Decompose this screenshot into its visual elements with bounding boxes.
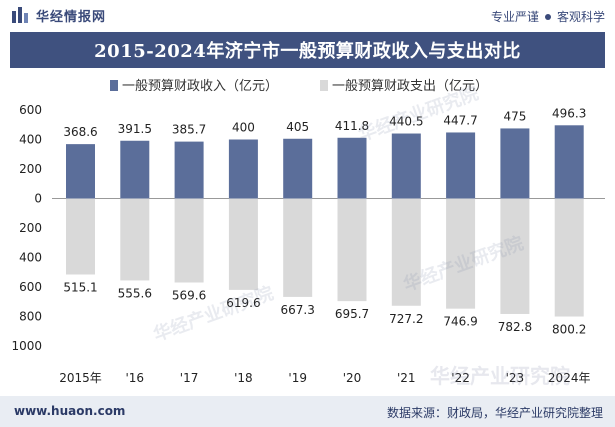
income-bar [174, 141, 204, 199]
expense-value-label: 555.6 [118, 286, 152, 300]
income-bar [554, 125, 584, 199]
income-bar [66, 144, 95, 199]
x-tick-label: '23 [506, 371, 525, 385]
legend-label-2: 一般预算财政支出（亿元） [332, 78, 488, 94]
income-value-label: 475 [503, 109, 526, 123]
expense-bar [446, 198, 476, 309]
x-tick-label: '16 [126, 371, 145, 385]
income-bar [391, 133, 421, 199]
income-value-label: 496.3 [552, 106, 586, 120]
brand-name: 华经情报网 [36, 9, 107, 25]
expense-bar [228, 198, 258, 290]
expense-value-label: 619.6 [226, 296, 260, 310]
expense-value-label: 782.8 [498, 320, 532, 334]
income-value-label: 405 [286, 120, 309, 134]
legend-label-1: 一般预算财政收入（亿元） [122, 78, 278, 94]
x-tick-label: '20 [343, 371, 362, 385]
income-bar [120, 140, 150, 199]
top-bar: 华经情报网 专业严谨 客观科学 [0, 0, 615, 30]
expense-value-label: 569.6 [172, 289, 206, 303]
footer-source: 数据来源：财政局，华经产业研究院整理 [386, 406, 603, 420]
x-tick-label: '22 [451, 371, 470, 385]
x-tick-label: 2024年 [548, 371, 591, 385]
y-tick-label: 600 [19, 280, 42, 294]
y-tick-label: 0 [34, 192, 42, 206]
income-value-label: 447.7 [443, 113, 477, 127]
income-bar [446, 132, 476, 199]
expense-bar [337, 198, 367, 302]
x-tick-label: '19 [288, 371, 307, 385]
legend-swatch-2 [320, 80, 328, 91]
expense-value-label: 695.7 [335, 307, 369, 321]
expense-value-label: 727.2 [389, 312, 423, 326]
y-tick-label: 200 [19, 221, 42, 235]
y-tick-label: 800 [19, 310, 42, 324]
x-tick-label: '18 [234, 371, 253, 385]
expense-bar [120, 198, 150, 281]
tagline-dot [544, 13, 551, 20]
expense-bar [283, 198, 313, 297]
y-tick-label: 400 [19, 251, 42, 265]
tagline-left: 专业严谨 [490, 10, 539, 24]
x-tick-label: '17 [180, 371, 199, 385]
expense-bar [66, 198, 95, 275]
expense-bar [500, 198, 530, 314]
income-bar [337, 137, 367, 199]
brand: 华经情报网 [10, 5, 106, 25]
expense-value-label: 515.1 [63, 280, 97, 294]
expense-value-label: 746.9 [443, 315, 477, 329]
income-bar [228, 139, 258, 199]
tagline: 专业严谨 客观科学 [491, 8, 605, 25]
income-value-label: 411.8 [335, 119, 369, 133]
footer-website[interactable]: www.huaon.com [14, 404, 126, 418]
income-bar [500, 128, 530, 199]
tagline-right: 客观科学 [556, 10, 605, 24]
y-tick-label: 600 [19, 103, 42, 117]
income-value-label: 391.5 [118, 122, 152, 136]
income-value-label: 400 [232, 121, 255, 135]
chart-title-bar: 2015-2024年济宁市一般预算财政收入与支出对比 [10, 32, 605, 68]
expense-value-label: 800.2 [552, 323, 586, 337]
x-tick-label: 2015年 [59, 371, 102, 385]
income-value-label: 385.7 [172, 123, 206, 137]
y-tick-label: 400 [19, 133, 42, 147]
footer: www.huaon.com 数据来源：财政局，华经产业研究院整理 [0, 396, 615, 427]
bar-logo-icon [12, 7, 28, 23]
expense-bar [174, 198, 204, 283]
chart-area: 一般预算财政收入（亿元） 一般预算财政支出（亿元） 600 400 200 0 200 400… [11, 78, 605, 385]
income-value-label: 368.6 [63, 125, 97, 139]
expense-bar [554, 198, 584, 317]
income-value-label: 440.5 [389, 115, 423, 129]
y-tick-label: 200 [19, 162, 42, 176]
y-tick-label: 1000 [11, 339, 42, 353]
expense-bar [391, 198, 421, 306]
chart-title: 2015-2024年济宁市一般预算财政收入与支出对比 [94, 41, 521, 62]
expense-value-label: 667.3 [281, 303, 315, 317]
x-tick-label: '21 [397, 371, 416, 385]
legend-swatch-1 [110, 80, 118, 91]
income-bar [283, 138, 313, 199]
